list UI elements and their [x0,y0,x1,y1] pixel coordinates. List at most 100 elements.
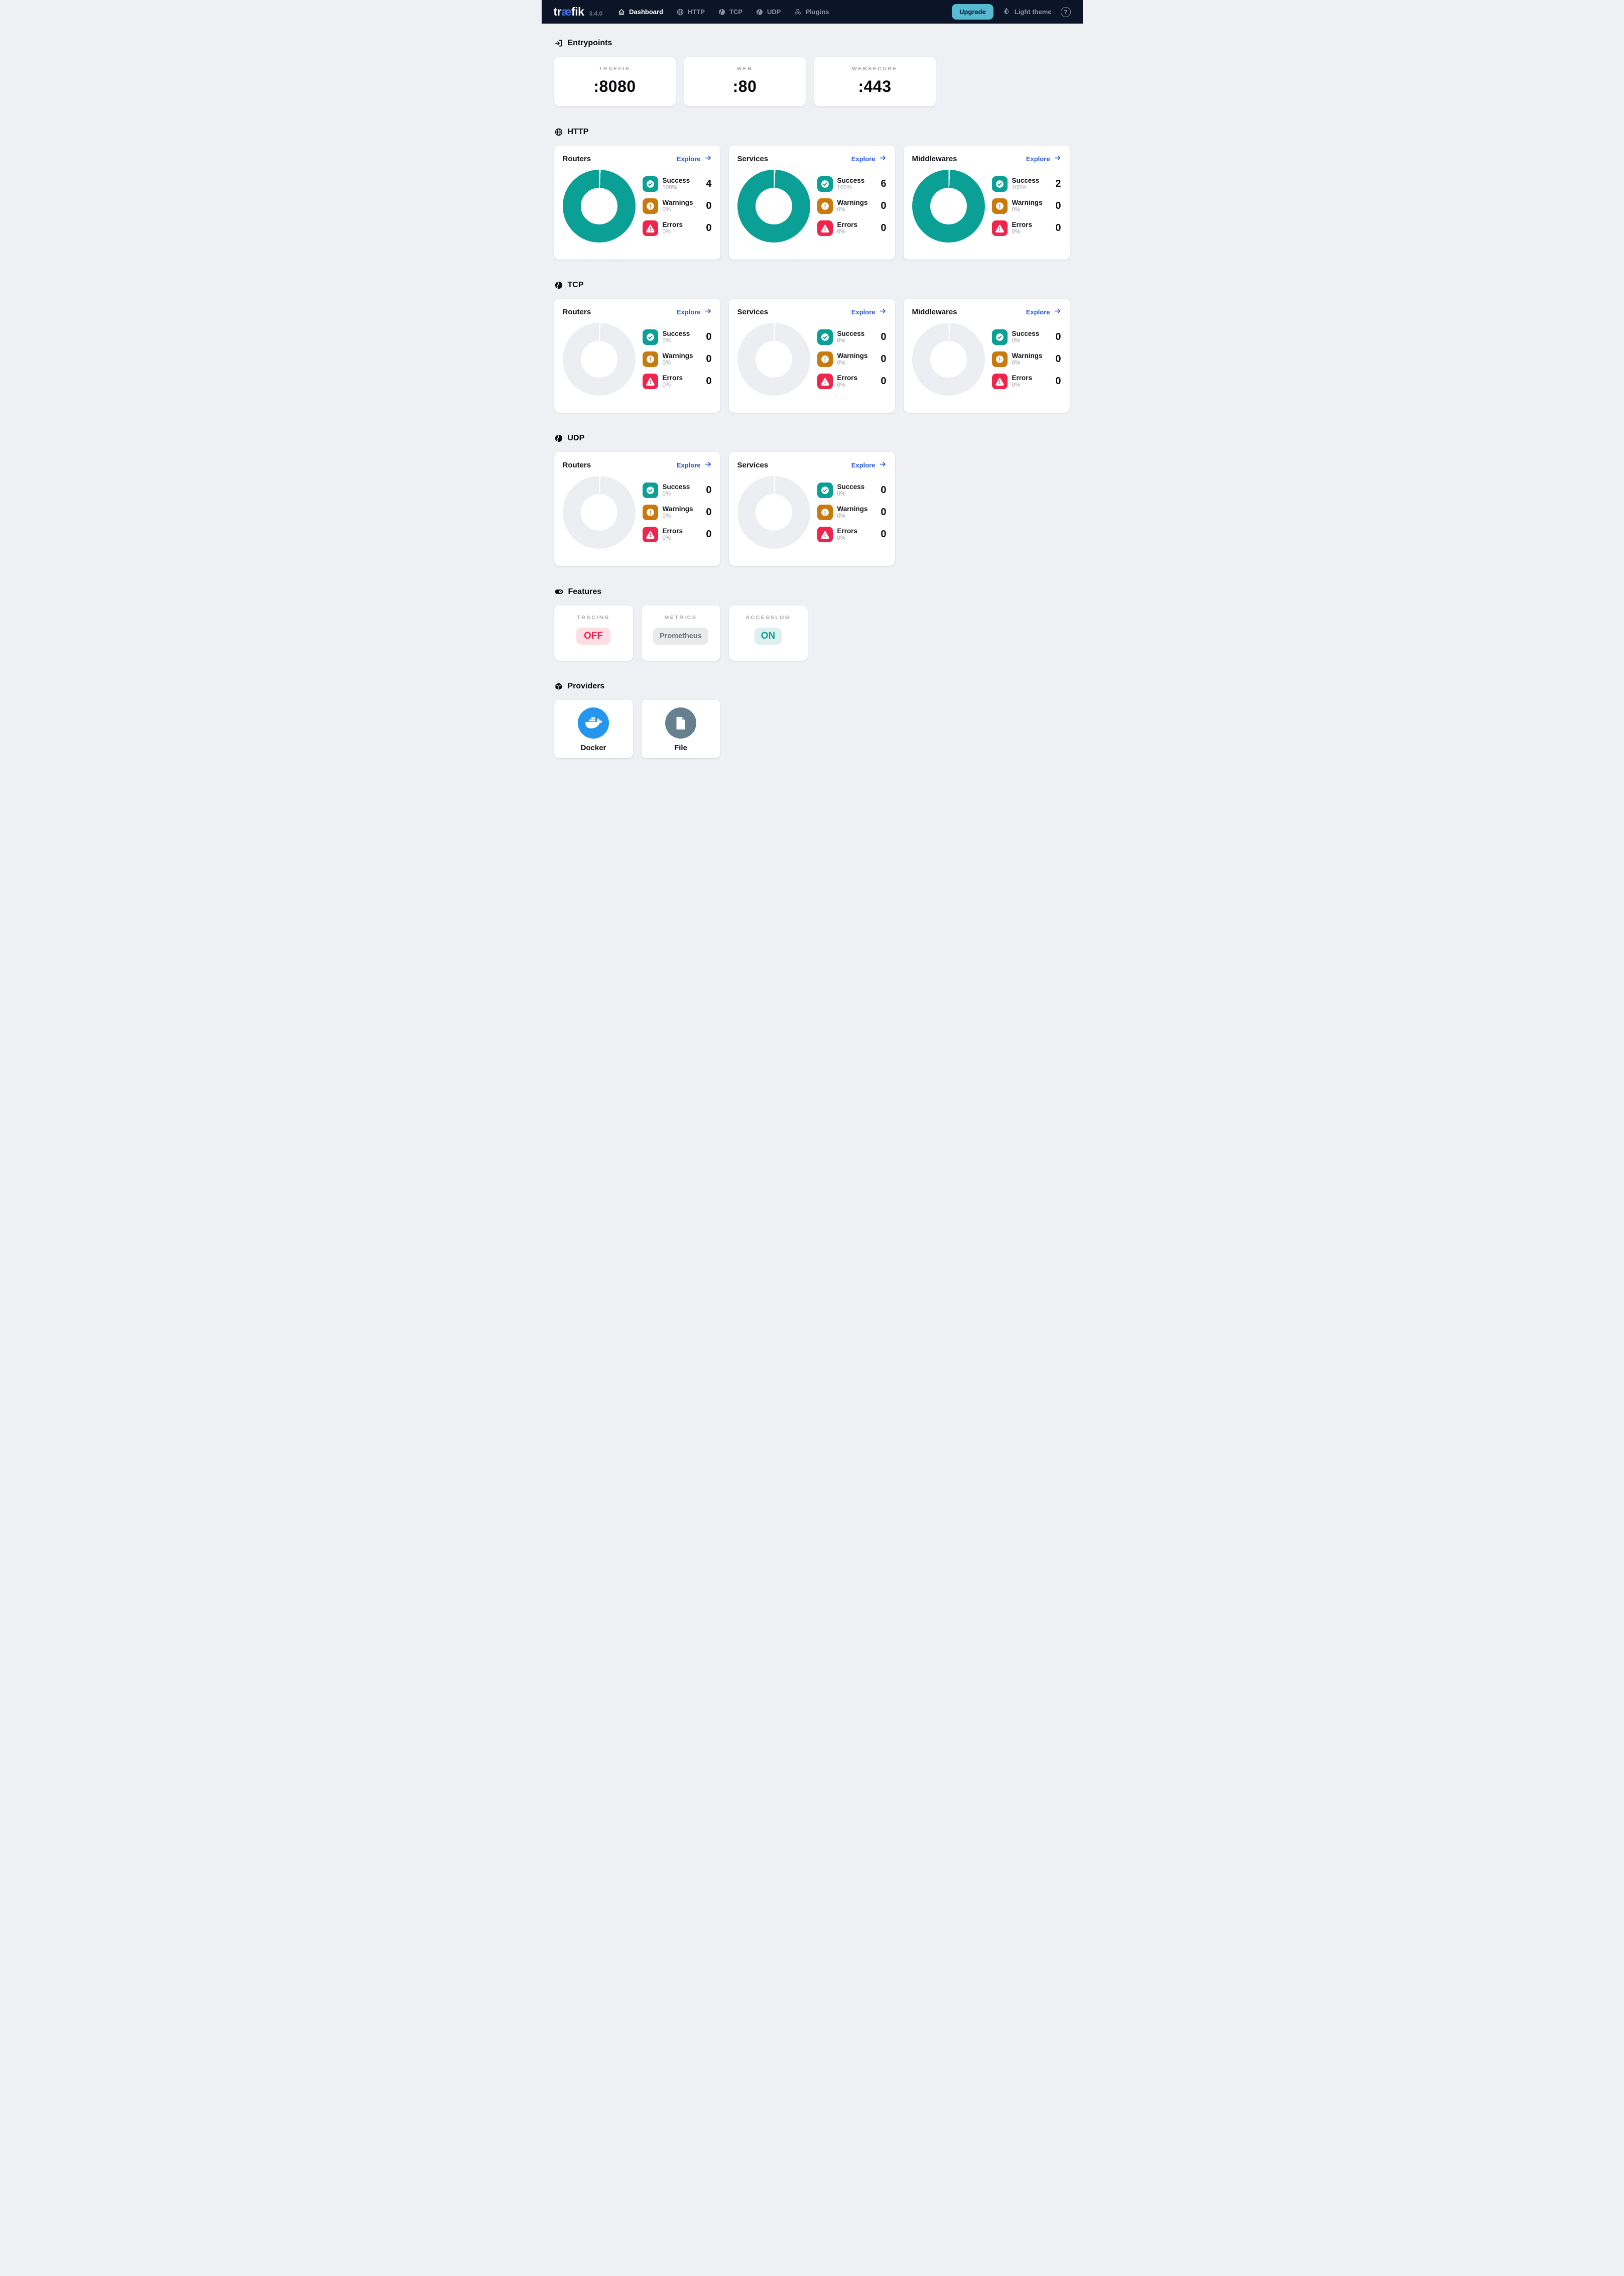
tcp-middlewares-card: Middlewares Explore Success 0% 0 Warning [903,299,1070,413]
provider-card-docker: Docker [554,700,633,758]
legend-count: 0 [881,353,887,365]
legend-label: Success [837,483,865,491]
legend-label: Success [837,176,865,184]
legend-warnings: Warnings 0% 0 [642,351,712,367]
globe-icon [676,8,684,16]
legend-label: Warnings [1012,351,1043,360]
theme-toggle[interactable]: Light theme [1003,7,1052,17]
explore-link[interactable]: Explore [851,307,887,316]
card-title: Services [737,460,769,469]
legend-label: Errors [662,220,683,228]
success-icon [642,176,658,192]
legend-label: Success [1012,329,1040,337]
tcp-row: Routers Explore Success 0% 0 Warnings 0% [554,299,1070,413]
legend-label: Errors [837,527,858,535]
donut-chart [912,170,985,243]
legend-pct: 0% [662,360,671,366]
traefik-logo[interactable]: træfik 3.4.0 [554,5,603,19]
legend-pct: 100% [1012,184,1027,191]
warning-icon [991,351,1008,367]
feature-card-tracing: TRACING OFF [554,606,633,661]
legend-success: Success 0% 0 [642,483,712,498]
legend-count: 0 [706,529,712,540]
arrow-right-icon [879,460,887,469]
feature-status-badge: OFF [576,628,610,645]
nav-item-udp[interactable]: UDP [756,8,781,16]
explore-link[interactable]: Explore [677,460,712,469]
tcp-services-card: Services Explore Success 0% 0 Warnings 0% [728,299,895,413]
explore-link[interactable]: Explore [1026,154,1061,163]
error-icon [642,527,658,542]
card-title: Services [737,307,769,316]
legend-count: 0 [706,507,712,518]
legend-warnings: Warnings 0% 0 [642,198,712,214]
legend-count: 0 [706,376,712,387]
explore-link[interactable]: Explore [851,154,887,163]
tcp-section-header: TCP [554,281,1070,290]
legend-warnings: Warnings 0% 0 [817,505,887,520]
entrypoints-icon [554,39,563,48]
legend: Success 0% 0 Warnings 0% 0 Errors 0% 0 [642,329,712,389]
error-icon [991,220,1008,236]
card-title: Routers [562,460,591,469]
legend-count: 0 [1055,222,1061,233]
tcp-routers-card: Routers Explore Success 0% 0 Warnings 0% [554,299,720,413]
legend: Success 0% 0 Warnings 0% 0 Errors 0% 0 [642,483,712,542]
legend-errors: Errors 0% 0 [991,220,1061,236]
nav-item-http[interactable]: HTTP [676,8,705,16]
nav-item-dashboard[interactable]: Dashboard [617,8,663,16]
section-title: TCP [567,281,584,289]
legend-count: 0 [881,331,887,342]
explore-link[interactable]: Explore [677,154,712,163]
legend-pct: 0% [837,535,846,541]
card-title: Middlewares [912,307,957,316]
http-middlewares-card: Middlewares Explore Success 100% 2 Warni [903,146,1070,260]
explore-link[interactable]: Explore [1026,307,1061,316]
legend: Success 100% 2 Warnings 0% 0 Errors 0% 0 [991,176,1061,236]
help-icon[interactable]: ? [1060,7,1071,17]
globe-icon [554,128,563,137]
legend-count: 6 [881,178,887,189]
feature-name: ACCESSLOG [745,615,791,621]
legend-pct: 100% [662,184,677,191]
entrypoint-port: :443 [858,77,892,95]
success-icon [642,329,658,345]
entrypoint-card-web: WEB :80 [684,57,806,106]
error-icon [642,220,658,236]
http-services-card: Services Explore Success 100% 6 Warnings [728,146,895,260]
providers-row: Docker File [554,700,1070,758]
explore-link[interactable]: Explore [851,460,887,469]
nav-label: HTTP [688,8,705,16]
nav-item-plugins[interactable]: Plugins [794,8,829,16]
toggle-icon [554,587,564,596]
legend: Success 0% 0 Warnings 0% 0 Errors 0% 0 [991,329,1061,389]
error-icon [642,374,658,389]
legend-success: Success 100% 2 [991,176,1061,192]
error-icon [817,220,833,236]
upgrade-button[interactable]: Upgrade [952,4,993,20]
donut-chart [562,170,636,243]
udp-icon [756,8,764,16]
package-icon [554,682,563,691]
legend-warnings: Warnings 0% 0 [817,351,887,367]
legend-success: Success 0% 0 [991,329,1061,345]
nav-item-tcp[interactable]: TCP [718,8,742,16]
donut-chart [737,170,810,243]
legend-pct: 0% [662,491,671,497]
provider-name: Docker [580,744,606,752]
legend-pct: 100% [837,184,852,191]
legend-label: Warnings [1012,198,1043,206]
legend-success: Success 0% 0 [642,329,712,345]
legend-pct: 0% [662,535,671,541]
legend-pct: 0% [837,513,846,519]
legend-errors: Errors 0% 0 [642,220,712,236]
arrow-right-icon [879,307,887,316]
explore-link[interactable]: Explore [677,307,712,316]
success-icon [991,176,1008,192]
entrypoint-card-traefik: TRAEFIK :8080 [554,57,676,106]
success-icon [991,329,1008,345]
card-title: Routers [562,154,591,163]
legend-pct: 0% [837,491,846,497]
legend-pct: 0% [837,382,846,388]
contrast-drop-icon [1003,7,1011,17]
